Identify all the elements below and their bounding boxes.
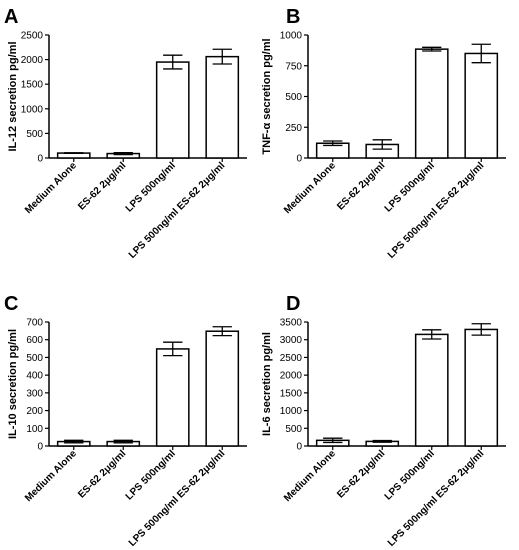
bar [414, 333, 449, 447]
y-axis-label: IL-12 secretion pg/ml [7, 41, 19, 151]
y-tick-label: 100 [26, 424, 43, 435]
y-tick-label: 1000 [280, 406, 303, 417]
y-tick-label: 700 [26, 318, 43, 329]
y-tick-label: 1000 [280, 31, 303, 42]
panel-letter: B [286, 6, 300, 28]
panel-letter: D [286, 293, 300, 315]
panel-B: B 0 250 500 750 1000 TNF-α secretion pg/ml Medi… [261, 6, 506, 261]
x-tick-label: LPS 500ng/ml ES-62 2μg/ml [127, 160, 228, 261]
y-tick-label: 0 [37, 442, 43, 453]
x-tick-label: Medium Alone [282, 160, 338, 216]
y-tick-label: 600 [26, 335, 43, 346]
x-tick-label: Medium Alone [23, 448, 79, 504]
x-tick-label: LPS 500ng/ml [124, 160, 178, 214]
bar [205, 330, 240, 447]
x-tick-label: LPS 500ng/ml [383, 448, 437, 502]
bar [155, 61, 190, 159]
y-tick-label: 500 [26, 129, 43, 140]
x-tick-label: LPS 500ng/ml [124, 448, 178, 502]
x-tick-label: LPS 500ng/ml ES-62 2μg/ml [127, 448, 228, 549]
y-tick-label: 200 [26, 406, 43, 417]
y-tick-label: 500 [285, 92, 302, 103]
x-tick-label: ES-62 2μg/ml [76, 160, 128, 212]
y-tick-label: 250 [285, 123, 302, 134]
x-tick-label: LPS 500ng/ml [383, 160, 437, 214]
y-tick-label: 1500 [21, 80, 44, 91]
bar [205, 55, 240, 159]
y-tick-label: 3000 [280, 335, 303, 346]
x-tick-label: ES-62 2μg/ml [335, 160, 387, 212]
bar [414, 48, 449, 159]
y-tick-label: 1000 [21, 104, 44, 115]
y-tick-label: 0 [296, 442, 302, 453]
bar [464, 52, 499, 159]
bar [155, 348, 190, 447]
y-tick-label: 1500 [280, 388, 303, 399]
y-tick-label: 2500 [280, 353, 303, 364]
y-tick-label: 2000 [21, 55, 44, 66]
y-tick-label: 2500 [21, 31, 44, 42]
bar [464, 328, 499, 447]
y-axis-label: IL-6 secretion pg/ml [261, 332, 273, 436]
y-tick-label: 3500 [280, 318, 303, 329]
x-tick-label: LPS 500ng/ml ES-62 2μg/ml [386, 448, 487, 549]
y-axis-label: TNF-α secretion pg/ml [261, 38, 273, 154]
panel-letter: A [4, 6, 18, 28]
x-tick-label: Medium Alone [282, 448, 338, 504]
y-tick-label: 2000 [280, 371, 303, 382]
y-tick-label: 500 [26, 353, 43, 364]
x-tick-label: ES-62 2μg/ml [335, 448, 387, 500]
y-tick-label: 400 [26, 371, 43, 382]
panel-D: D 0 500 1000 1500 2000 2500 3000 3500 IL-6 secret… [261, 293, 506, 549]
x-tick-label: LPS 500ng/ml ES-62 2μg/ml [386, 160, 487, 261]
y-tick-label: 0 [37, 154, 43, 165]
y-axis-label: IL-10 secretion pg/ml [7, 329, 19, 439]
y-tick-label: 300 [26, 388, 43, 399]
y-tick-label: 0 [296, 154, 302, 165]
y-tick-label: 750 [285, 61, 302, 72]
panel-letter: C [4, 293, 18, 315]
x-tick-label: Medium Alone [23, 160, 79, 216]
y-tick-label: 500 [285, 424, 302, 435]
panel-C: C 0 100 200 300 400 500 600 700 IL-10 secretion p… [4, 293, 247, 549]
x-tick-label: ES-62 2μg/ml [76, 448, 128, 500]
